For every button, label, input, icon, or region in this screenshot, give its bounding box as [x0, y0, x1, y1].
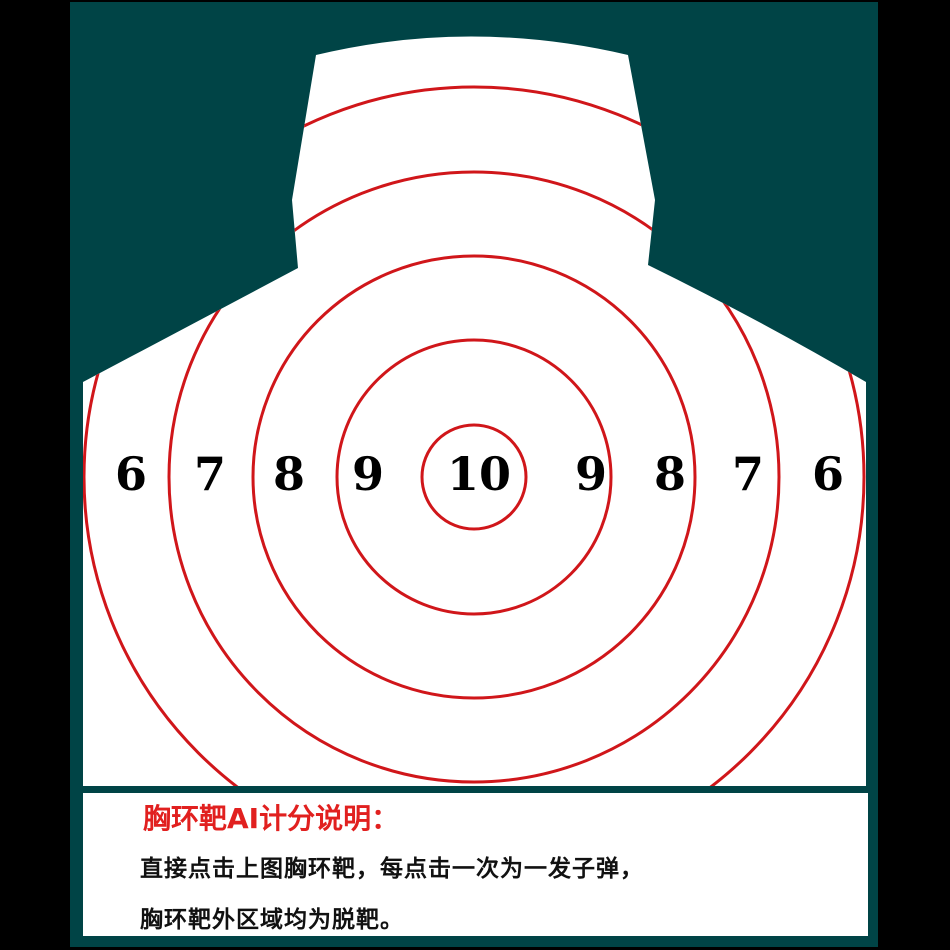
instructions-line-1: 直接点击上图胸环靶，每点击一次为一发子弹， — [140, 856, 644, 882]
ring-label-right-7: 7 — [732, 447, 764, 501]
ring-label-right-9: 9 — [575, 447, 607, 501]
ring-label-left-7: 7 — [194, 447, 226, 501]
ring-9[interactable] — [335, 338, 613, 616]
ring-8[interactable] — [251, 254, 697, 700]
instructions-line-2: 胸环靶外区域均为脱靶。 — [140, 907, 404, 933]
ring-label-center-10: 10 — [447, 447, 511, 501]
ring-label-left-9: 9 — [352, 447, 384, 501]
instructions-title: 胸环靶AI计分说明： — [143, 802, 400, 835]
ring-6[interactable] — [83, 85, 866, 867]
ring-label-right-8: 8 — [654, 447, 686, 501]
scoring-instructions-panel: 胸环靶AI计分说明： 直接点击上图胸环靶，每点击一次为一发子弹， 胸环靶外区域均… — [83, 793, 868, 936]
ring-label-left-6: 6 — [115, 447, 147, 501]
ring-7[interactable] — [167, 170, 781, 784]
ring-10[interactable] — [420, 423, 528, 531]
ring-label-left-8: 8 — [273, 447, 305, 501]
ring-label-right-6: 6 — [812, 447, 844, 501]
target-silhouette[interactable] — [83, 36, 866, 787]
